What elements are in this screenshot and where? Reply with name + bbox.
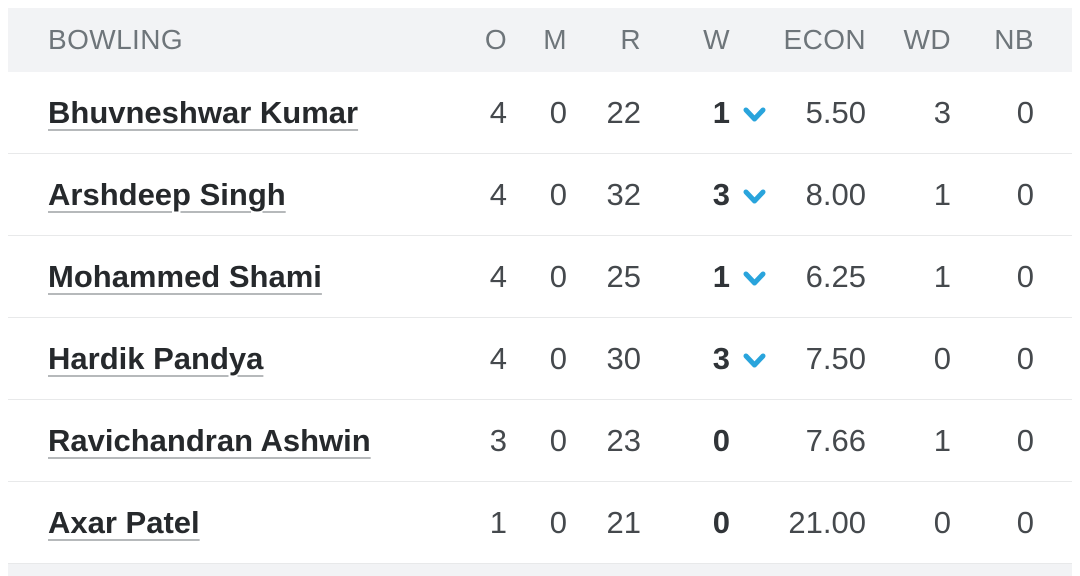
maidens-value: 0 [549,258,567,294]
bowler-row: Hardik Pandya 4 0 30 3 7.50 0 0 [8,318,1072,400]
wickets-value: 3 [712,176,730,212]
chevron-down-icon[interactable] [743,353,766,368]
bowler-name-cell: Arshdeep Singh [48,177,447,213]
economy-value: 7.50 [805,340,866,376]
bowling-table: BOWLING O M R W ECON WD NB Bhuvneshwar K… [8,8,1072,576]
overs-value: 3 [489,422,507,458]
bowler-name-cell: Hardik Pandya [48,341,447,377]
wickets-value: 1 [712,94,730,130]
bowler-name-cell: Axar Patel [48,505,447,541]
column-header-expand-spacer [730,8,768,72]
bowler-row: Arshdeep Singh 4 0 32 3 8.00 1 0 [8,154,1072,236]
chevron-down-icon[interactable] [743,271,766,286]
bowler-row: Ravichandran Ashwin 3 0 23 0 7.66 1 0 [8,400,1072,482]
expand-cell [730,482,768,563]
economy-value: 8.00 [805,176,866,212]
column-header-bowling: BOWLING [48,24,184,55]
wides-value: 0 [933,340,951,376]
wides-value: 3 [933,94,951,130]
wides-value: 1 [933,176,951,212]
chevron-down-icon[interactable] [743,189,766,204]
maidens-value: 0 [549,340,567,376]
bowler-row: Mohammed Shami 4 0 25 1 6.25 1 0 [8,236,1072,318]
economy-value: 21.00 [788,504,866,540]
expand-cell [730,236,768,317]
runs-value: 21 [606,504,641,540]
bowler-name-link[interactable]: Bhuvneshwar Kumar [48,94,359,130]
bowling-table-header: BOWLING O M R W ECON WD NB [8,8,1072,72]
bowler-name-cell: Bhuvneshwar Kumar [48,95,447,131]
expand-cell [730,400,768,481]
overs-value: 4 [489,176,507,212]
wides-value: 1 [933,422,951,458]
overs-value: 4 [489,94,507,130]
column-header-maidens: M [543,24,567,55]
wickets-value: 1 [712,258,730,294]
wickets-value: 3 [712,340,730,376]
column-header-economy: ECON [783,24,866,55]
economy-value: 6.25 [805,258,866,294]
expand-cell [730,318,768,399]
bowler-name-link[interactable]: Axar Patel [48,504,200,540]
bowler-name-cell: Ravichandran Ashwin [48,423,447,459]
bowler-name-link[interactable]: Arshdeep Singh [48,176,286,212]
bowler-row: Bhuvneshwar Kumar 4 0 22 1 5.50 3 0 [8,72,1072,154]
runs-value: 22 [606,94,641,130]
overs-value: 1 [489,504,507,540]
column-header-overs: O [484,24,507,55]
bowler-row: Axar Patel 1 0 21 0 21.00 0 0 [8,482,1072,564]
maidens-value: 0 [549,504,567,540]
bowler-name-link[interactable]: Hardik Pandya [48,340,264,376]
noballs-value: 0 [1016,340,1034,376]
wides-value: 1 [933,258,951,294]
noballs-value: 0 [1016,504,1034,540]
maidens-value: 0 [549,422,567,458]
maidens-value: 0 [549,94,567,130]
noballs-value: 0 [1016,94,1034,130]
overs-value: 4 [489,258,507,294]
economy-value: 7.66 [805,422,866,458]
bowler-name-cell: Mohammed Shami [48,259,447,295]
noballs-value: 0 [1016,422,1034,458]
maidens-value: 0 [549,176,567,212]
column-header-wides: WD [903,24,951,55]
column-header-noballs: NB [994,24,1034,55]
chevron-down-icon[interactable] [743,107,766,122]
runs-value: 32 [606,176,641,212]
runs-value: 30 [606,340,641,376]
wides-value: 0 [933,504,951,540]
expand-cell [730,154,768,235]
runs-value: 23 [606,422,641,458]
noballs-value: 0 [1016,176,1034,212]
wickets-value: 0 [712,422,730,458]
table-body: Bhuvneshwar Kumar 4 0 22 1 5.50 3 0 Arsh… [8,72,1072,564]
noballs-value: 0 [1016,258,1034,294]
overs-value: 4 [489,340,507,376]
runs-value: 25 [606,258,641,294]
column-header-wickets: W [703,24,730,55]
column-header-runs: R [620,24,641,55]
economy-value: 5.50 [805,94,866,130]
expand-cell [730,72,768,153]
wickets-value: 0 [712,504,730,540]
next-section-header-strip [8,564,1072,576]
bowler-name-link[interactable]: Mohammed Shami [48,258,322,294]
bowler-name-link[interactable]: Ravichandran Ashwin [48,422,371,458]
